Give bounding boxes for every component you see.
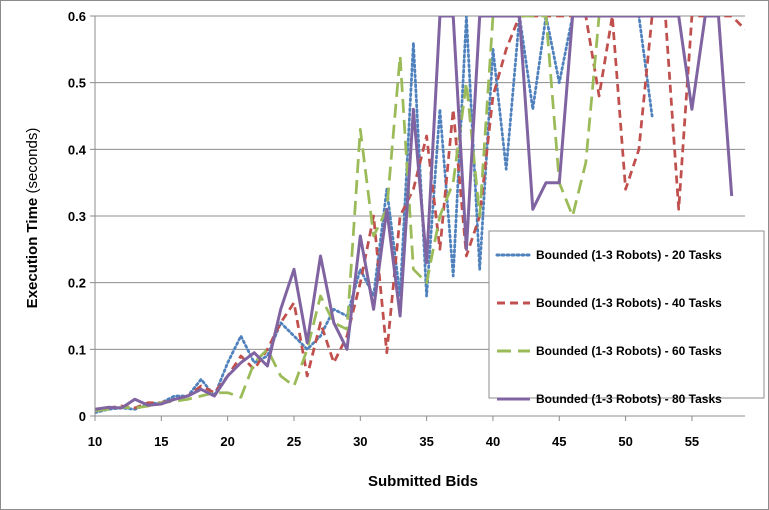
- y-tick-label: 0: [79, 409, 86, 424]
- x-tick-label: 45: [552, 434, 566, 449]
- x-axis-title: Submitted Bids: [368, 473, 478, 490]
- y-tick-label: 0.3: [68, 209, 86, 224]
- y-axis-title-main: Execution Time: [24, 198, 41, 309]
- legend-box: [488, 230, 765, 399]
- x-tick-label: 25: [287, 434, 301, 449]
- x-tick-label: 30: [353, 434, 367, 449]
- x-tick-label: 20: [220, 434, 234, 449]
- y-tick-label: 0.6: [68, 9, 86, 24]
- legend: Bounded (1-3 Robots) - 20 Tasks Bounded (…: [488, 230, 765, 406]
- x-tick-label: 10: [88, 434, 102, 449]
- series-line-3: [95, 16, 601, 413]
- y-axis-title-unit: (seconds): [24, 128, 41, 194]
- y-axis-title: Execution Time (seconds): [24, 128, 41, 309]
- y-tick-label: 0.1: [68, 342, 86, 357]
- x-tick-label: 50: [618, 434, 632, 449]
- x-tick-label: 15: [154, 434, 168, 449]
- y-tick-label: 0.4: [68, 142, 87, 157]
- legend-label-4: Bounded (1-3 Robots) - 80 Tasks: [536, 392, 722, 406]
- legend-label-2: Bounded (1-3 Robots) - 40 Tasks: [536, 296, 722, 310]
- x-tick-label: 35: [419, 434, 433, 449]
- tick-labels: 0 0.1 0.2 0.3 0.4 0.5 0.6 10 15 20 25 30 35 40 45 50 55: [68, 9, 699, 449]
- series-line-4: [95, 16, 734, 411]
- series-layer: [95, 16, 745, 415]
- series-line-2: [95, 16, 745, 411]
- legend-label-1: Bounded (1-3 Robots) - 20 Tasks: [536, 248, 722, 262]
- x-tick-label: 40: [486, 434, 500, 449]
- x-tick-label: 55: [685, 434, 699, 449]
- y-tick-label: 0.2: [68, 276, 86, 291]
- y-tick-label: 0.5: [68, 76, 86, 91]
- axes: [90, 15, 745, 421]
- legend-label-3: Bounded (1-3 Robots) - 60 Tasks: [536, 344, 722, 358]
